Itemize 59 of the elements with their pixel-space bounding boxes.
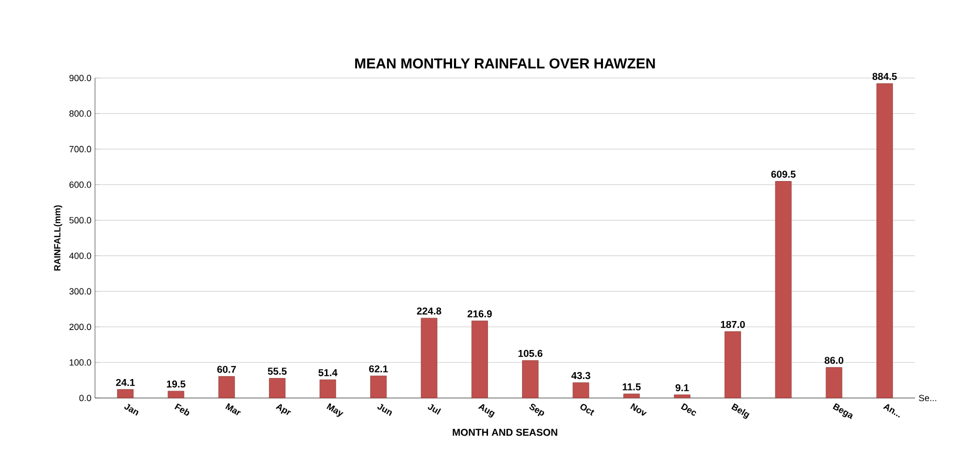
x-tick-label: May [326,403,344,417]
bar [320,380,336,398]
bar [218,376,235,398]
x-tick-label: Apr [276,404,292,416]
y-tick-label: 600.0 [69,181,92,188]
text: 62.1 [369,365,388,372]
text: Se... [918,394,936,402]
text: 609.5 [771,170,796,178]
x-tick-label: Mar [225,403,241,416]
text: 43.3 [571,372,590,380]
bar [775,181,792,398]
text: 884.5 [872,72,897,80]
x-axis-title: MONTH AND SEASON [452,428,558,436]
text: 9.1 [676,384,689,392]
bar [168,390,184,398]
y-tick-label: 300.0 [69,288,92,295]
x-tick-label: Jun [377,404,392,416]
y-tick-label: 200.0 [69,324,92,330]
text: 187.0 [720,320,745,328]
bar [370,376,387,398]
y-axis-title: RAINFALL(mm) [54,205,62,271]
bar [623,394,640,398]
bar [826,367,842,398]
text: 55.5 [268,368,287,375]
text: 24.1 [116,378,135,386]
text: 19.5 [166,380,186,388]
text: 51.4 [318,369,338,376]
x-tick-label: Jul [428,404,442,415]
x-tick-label: Jan [124,404,138,416]
text: 11.5 [622,383,641,390]
text: 224.8 [416,308,442,315]
x-tick-label: Aug [478,404,495,418]
y-tick-label: 400.0 [69,252,92,259]
y-tick-label: 900.0 [69,74,92,82]
bar [269,378,286,398]
bar [420,318,438,398]
bar [876,83,893,398]
y-tick-label: 0.0 [79,394,92,402]
y-tick-label: 800.0 [69,110,92,117]
y-tick-label: 100.0 [70,359,92,366]
text: 60.7 [217,366,236,373]
bar [522,360,539,398]
bar [674,394,690,398]
bar [572,382,590,398]
text: 86.0 [824,356,844,364]
bar [471,320,488,398]
x-tick-label: Sep [529,404,544,416]
bar [724,331,741,398]
bar [117,389,134,398]
x-tick-label: Nov [630,403,647,416]
y-tick-label: 500.0 [69,217,92,224]
y-tick-label: 700.0 [69,146,92,152]
chart-title: MEAN MONTHLY RAINFALL OVER HAWZEN [355,58,655,68]
x-tick-label: An... [883,404,900,418]
text: 216.9 [468,310,492,318]
text: 105.6 [518,350,542,357]
x-tick-label: Dec [680,403,696,416]
x-tick-label: Feb [174,403,190,416]
x-tick-label: Oct [580,404,594,416]
